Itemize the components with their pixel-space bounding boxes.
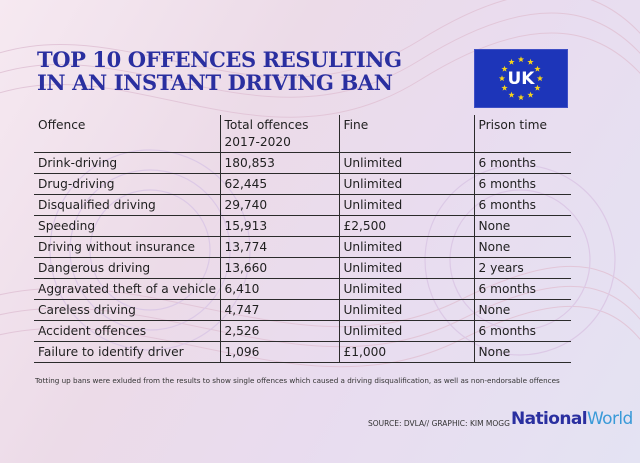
cell-fine: Unlimited [338,236,474,258]
table-row: Drug-driving 62,445 Unlimited 6 months [34,173,571,195]
cell-total: 29,740 [219,194,339,216]
table-row: Failure to identify driver 1,096 £1,000 … [34,341,571,363]
title-line-1: TOP 10 OFFENCES RESULTING [37,47,402,72]
offences-table: Offence Total offences 2017-2020 Fine Pr… [34,115,571,363]
cell-prison: None [473,236,571,258]
header-total-line-2: 2017-2020 [224,135,291,149]
table-row: Careless driving 4,747 Unlimited None [34,299,571,321]
cell-total: 180,853 [219,152,339,174]
cell-offence: Failure to identify driver [34,341,220,363]
cell-prison: None [473,215,571,237]
flag-star-icon [498,75,506,82]
header-fine: Fine [338,115,474,153]
cell-offence: Aggravated theft of a vehicle [34,278,220,300]
logo-part-2: World [586,409,633,429]
table-row: Disqualified driving 29,740 Unlimited 6 … [34,194,571,216]
cell-prison: 6 months [473,173,571,195]
nationalworld-logo: NationalWorld [511,409,633,429]
cell-fine: Unlimited [338,257,474,279]
flag-star-icon [501,84,508,91]
flag-label: UK [507,68,535,89]
table-row: Drink-driving 180,853 Unlimited 6 months [34,152,571,174]
cell-offence: Dangerous driving [34,257,220,279]
flag-star-icon [508,58,515,65]
cell-offence: Drug-driving [34,173,220,195]
cell-total: 13,660 [219,257,339,279]
cell-fine: Unlimited [338,320,474,342]
cell-fine: Unlimited [338,173,474,195]
flag-star-icon [534,65,541,72]
cell-total: 4,747 [219,299,339,321]
flag-star-icon [508,91,515,98]
table-row: Accident offences 2,526 Unlimited 6 mont… [34,320,571,342]
cell-fine: Unlimited [338,278,474,300]
flag-star-icon [501,65,508,72]
flag-star-icon [534,84,541,91]
table-row: Driving without insurance 13,774 Unlimit… [34,236,571,258]
page-title: TOP 10 OFFENCES RESULTING IN AN INSTANT … [37,48,402,94]
cell-total: 62,445 [219,173,339,195]
uk-eu-flag: UK [474,49,568,108]
cell-offence: Drink-driving [34,152,220,174]
cell-total: 15,913 [219,215,339,237]
flag-star-icon [527,58,534,65]
cell-prison: 2 years [473,257,571,279]
table-row: Speeding 15,913 £2,500 None [34,215,571,237]
cell-fine: Unlimited [338,152,474,174]
flag-star-icon [527,91,534,98]
cell-fine: Unlimited [338,299,474,321]
source-credit: SOURCE: DVLA// GRAPHIC: KIM MOGG [368,419,510,428]
cell-total: 1,096 [219,341,339,363]
star-ring-icon [498,56,544,101]
cell-prison: None [473,299,571,321]
cell-fine: £2,500 [338,215,474,237]
flag-star-icon [536,75,544,82]
logo-part-1: National [511,409,588,429]
header-total-offences: Total offences 2017-2020 [219,115,339,153]
header-prison-time: Prison time [473,115,571,153]
cell-prison: 6 months [473,194,571,216]
cell-total: 6,410 [219,278,339,300]
cell-prison: None [473,341,571,363]
footnote: Totting up bans were exluded from the re… [35,376,560,385]
header-total-line-1: Total offences [224,118,309,132]
cell-offence: Speeding [34,215,220,237]
cell-prison: 6 months [473,152,571,174]
table-header-row: Offence Total offences 2017-2020 Fine Pr… [34,115,571,153]
cell-total: 13,774 [219,236,339,258]
cell-prison: 6 months [473,320,571,342]
title-line-2: IN AN INSTANT DRIVING BAN [37,70,393,95]
cell-prison: 6 months [473,278,571,300]
cell-offence: Careless driving [34,299,220,321]
cell-fine: Unlimited [338,194,474,216]
cell-offence: Disqualified driving [34,194,220,216]
cell-total: 2,526 [219,320,339,342]
cell-offence: Driving without insurance [34,236,220,258]
cell-offence: Accident offences [34,320,220,342]
header-offence: Offence [34,115,220,153]
table-row: Dangerous driving 13,660 Unlimited 2 yea… [34,257,571,279]
flag-star-icon [517,56,525,63]
table-row: Aggravated theft of a vehicle 6,410 Unli… [34,278,571,300]
flag-star-icon [517,94,525,101]
cell-fine: £1,000 [338,341,474,363]
